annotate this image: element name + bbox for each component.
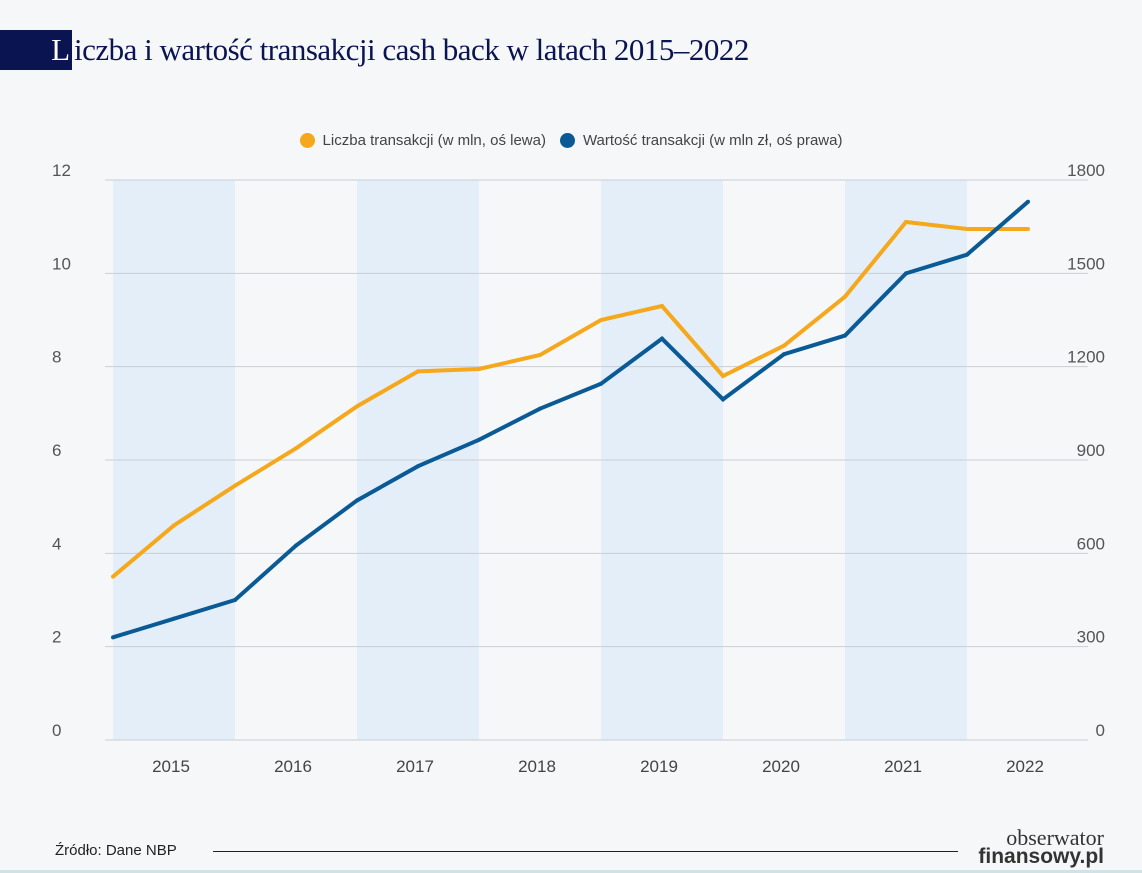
- y-left-tick-label: 12: [52, 161, 71, 180]
- y-right-tick-label: 600: [1077, 534, 1105, 553]
- legend-dot-orange: [299, 133, 315, 148]
- legend-label: Liczba transakcji (w mln, oś lewa): [322, 132, 546, 149]
- y-right-tick-label: 1800: [1067, 161, 1105, 180]
- x-tick-label: 2015: [152, 757, 190, 776]
- x-tick-label: 2016: [274, 757, 312, 776]
- data-point: [660, 304, 664, 308]
- y-left-tick-label: 2: [52, 628, 61, 647]
- data-point: [355, 404, 359, 409]
- legend: Liczba transakcji (w mln, oś lewa) Warto…: [0, 132, 1142, 149]
- x-tick-label: 2018: [518, 757, 556, 776]
- bottom-border: [0, 870, 1142, 873]
- y-right-tick-label: 1200: [1067, 348, 1105, 367]
- data-point: [172, 616, 176, 621]
- data-point: [782, 352, 786, 357]
- data-point: [538, 353, 542, 357]
- logo-bottom: finansowy.pl: [978, 845, 1104, 868]
- legend-dot-blue: [559, 133, 575, 148]
- y-right-tick-label: 300: [1077, 628, 1105, 647]
- data-point: [660, 336, 664, 341]
- data-point: [965, 227, 969, 231]
- data-point: [599, 381, 603, 386]
- chart-title: L iczba i wartość transakcji cash back w…: [0, 30, 749, 70]
- title-initial: L: [51, 32, 70, 67]
- y-left-tick-label: 10: [52, 254, 71, 273]
- series-line-liczba: [111, 219, 1028, 579]
- data-point: [294, 543, 298, 548]
- y-left-tick-label: 6: [52, 441, 61, 460]
- x-tick-label: 2020: [762, 757, 800, 776]
- footer-divider: [213, 851, 958, 852]
- y-left-tick-label: 4: [52, 534, 61, 553]
- data-point: [172, 523, 176, 528]
- title-text: iczba i wartość transakcji cash back w l…: [74, 32, 749, 67]
- data-point: [721, 397, 725, 402]
- y-left-tick-label: 8: [52, 348, 61, 367]
- logo: obserwator finansowy.pl: [978, 825, 1104, 868]
- data-point: [721, 374, 725, 378]
- series-line-wartosc: [112, 200, 1030, 640]
- data-point: [416, 369, 420, 374]
- data-point: [111, 635, 115, 640]
- data-point: [355, 498, 359, 503]
- data-point: [1026, 227, 1030, 231]
- data-point: [782, 343, 786, 348]
- data-point: [233, 598, 237, 602]
- data-point: [538, 406, 542, 411]
- title-initial-box: L: [0, 30, 72, 70]
- data-point: [843, 294, 847, 299]
- logo-top: obserwator: [1006, 825, 1104, 850]
- legend-item-wartosc: Wartość transakcji (w mln zł, oś prawa): [559, 132, 843, 149]
- data-point: [599, 318, 603, 322]
- data-point: [904, 220, 908, 224]
- y-right-tick-label: 1500: [1067, 254, 1105, 273]
- data-point: [477, 437, 481, 442]
- source-note: Źródło: Dane NBP: [55, 842, 177, 859]
- data-point: [294, 446, 298, 451]
- y-right-tick-label: 0: [1096, 721, 1105, 740]
- y-right-tick-label: 900: [1077, 441, 1105, 460]
- data-point: [843, 333, 847, 338]
- data-point: [416, 464, 420, 469]
- y-left-tick-label: 0: [52, 721, 61, 740]
- data-point: [233, 483, 237, 488]
- x-tick-label: 2021: [884, 757, 922, 776]
- data-point: [1026, 199, 1030, 204]
- data-point: [111, 574, 115, 579]
- legend-label: Wartość transakcji (w mln zł, oś prawa): [582, 132, 843, 149]
- data-point: [965, 252, 969, 257]
- x-tick-label: 2017: [396, 757, 434, 776]
- x-tick-label: 2019: [640, 757, 678, 776]
- legend-item-liczba: Liczba transakcji (w mln, oś lewa): [299, 132, 546, 149]
- x-tick-label: 2022: [1006, 757, 1044, 776]
- data-point: [477, 367, 481, 371]
- data-point: [904, 271, 908, 276]
